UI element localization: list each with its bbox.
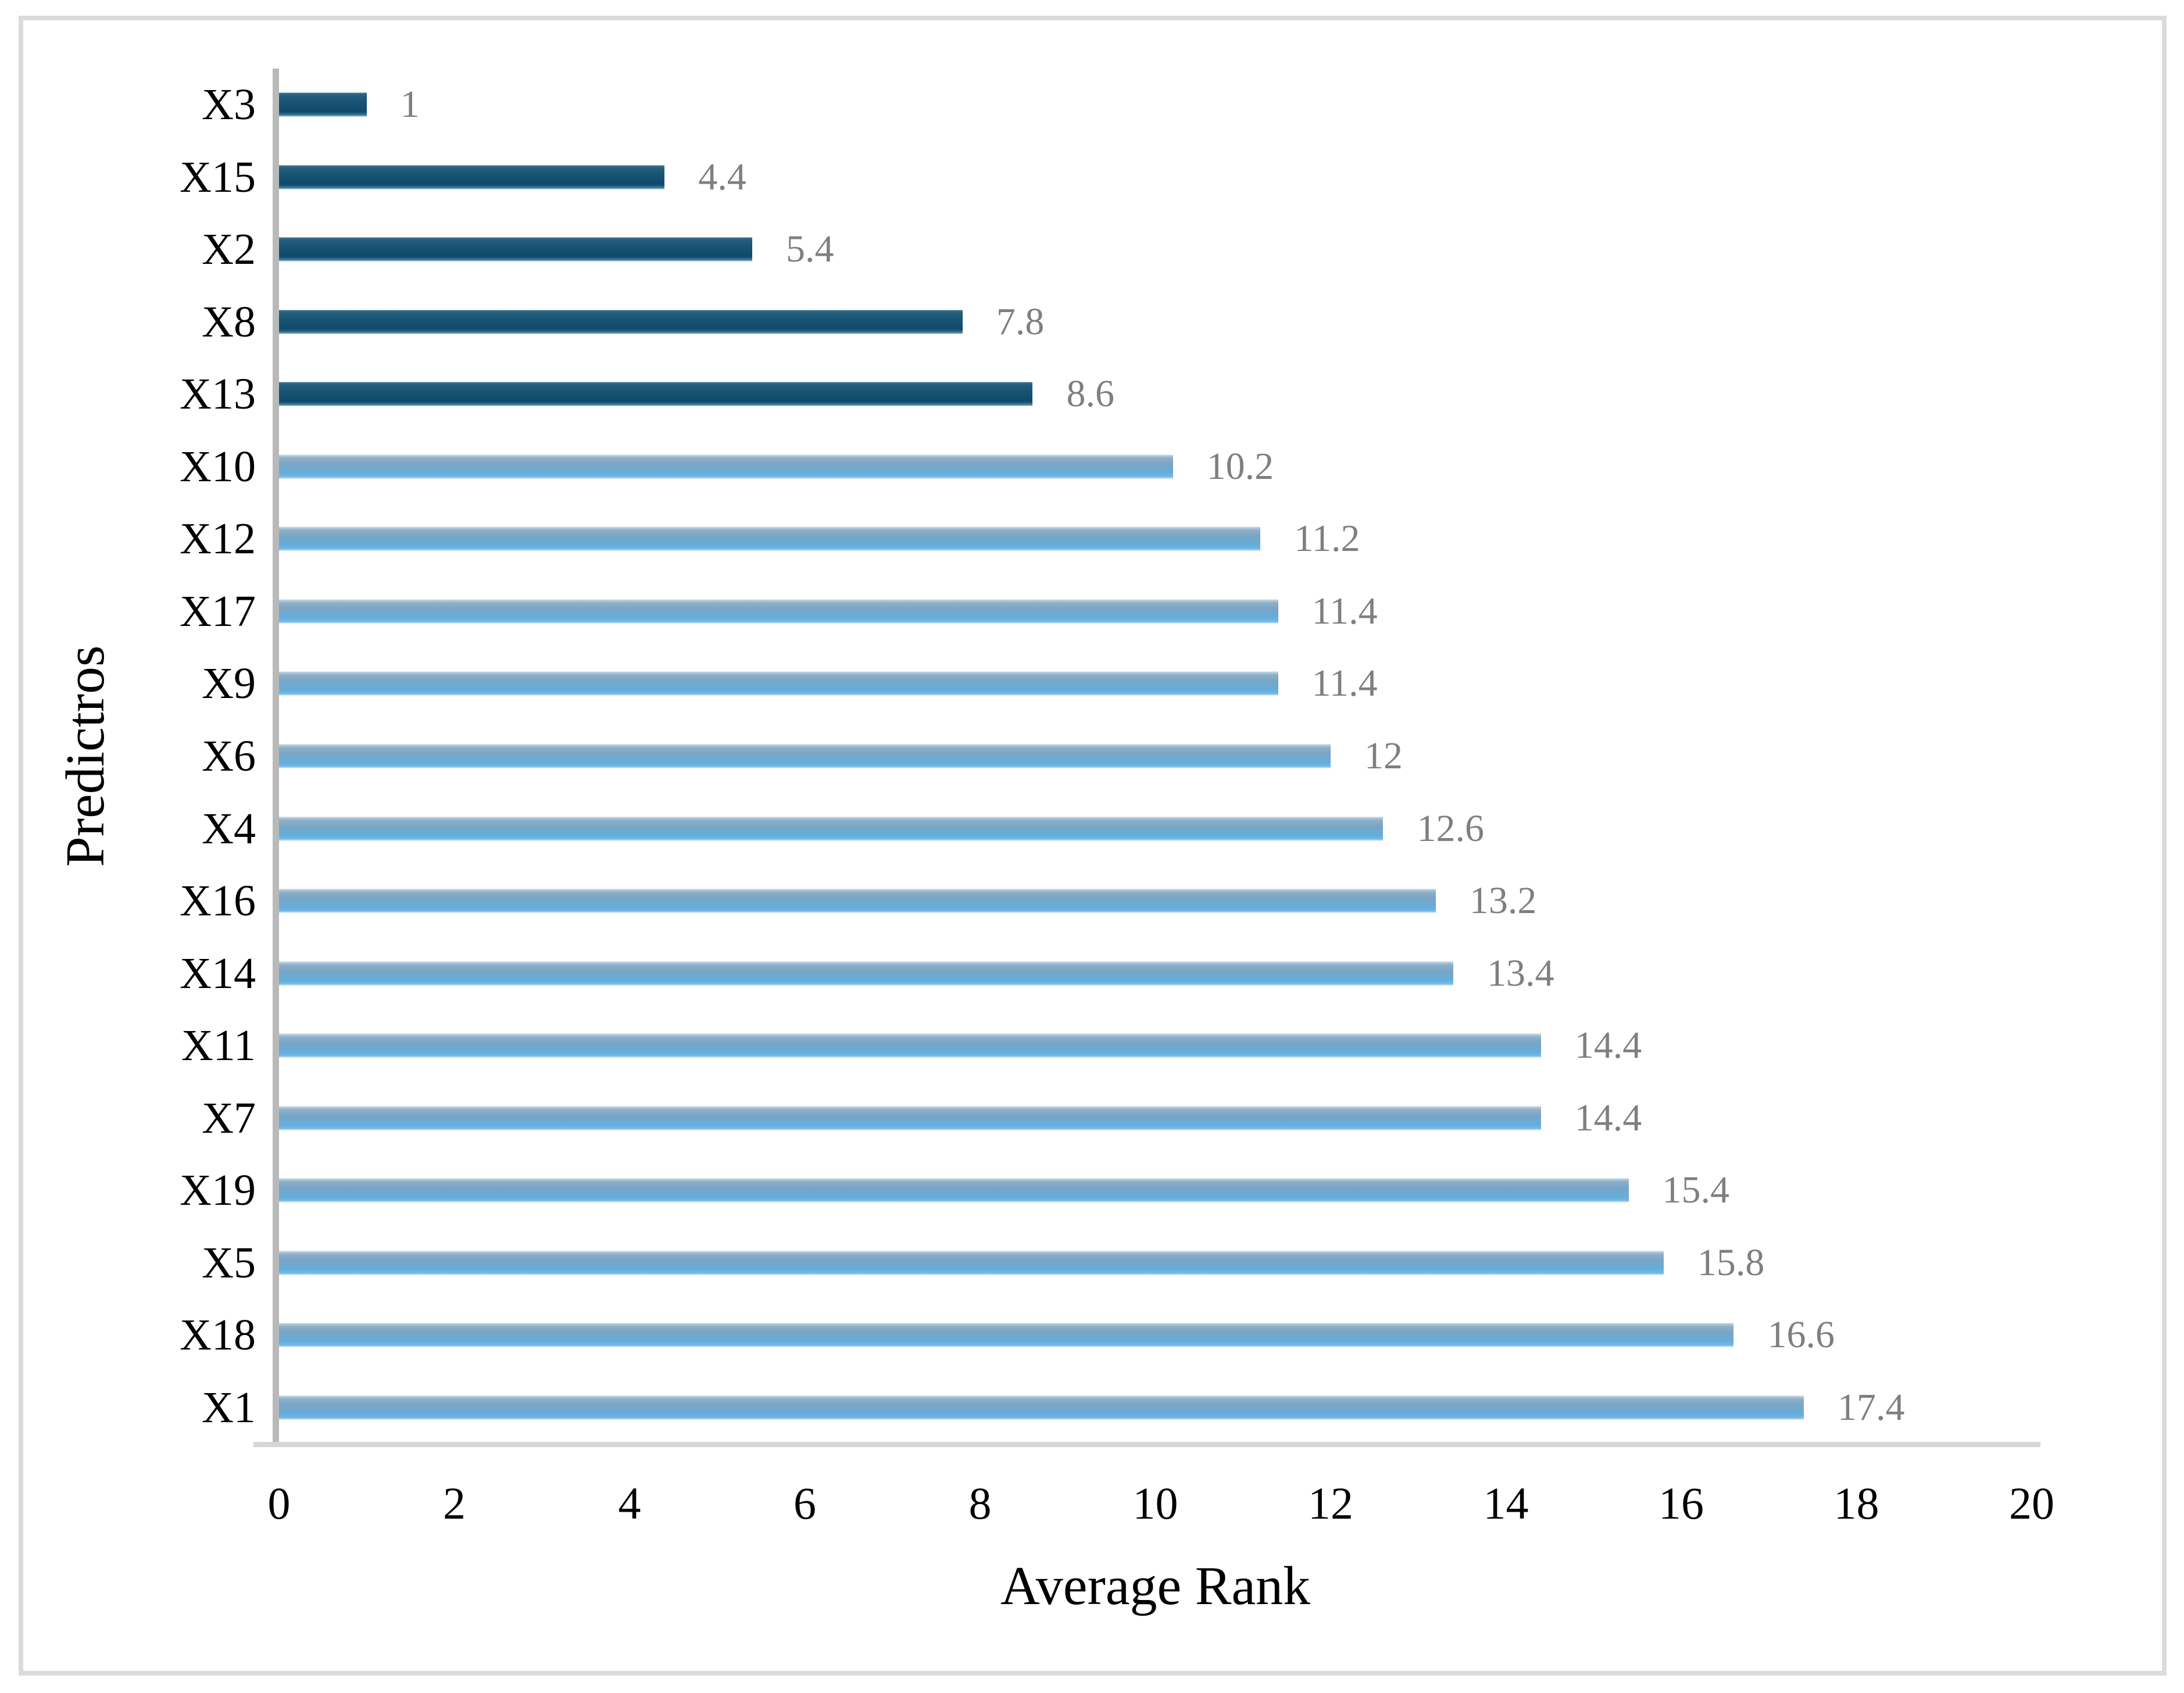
bar	[279, 671, 1278, 696]
figure-border	[19, 16, 2167, 1676]
plot-area: X3 1 X15 4.4 X2 5.4 X8 7.8 X13 8.6 X10 10.2 X12 11.2 X…	[180, 69, 2032, 1444]
x-axis-line	[253, 1442, 2040, 1447]
value-label: 1	[400, 83, 420, 126]
category-label: X10	[180, 442, 256, 491]
category-label: X16	[180, 876, 256, 926]
y-axis-title-text: Predictros	[55, 645, 116, 867]
category-label: X2	[202, 225, 256, 274]
x-tick-labels: 0 2 4 6 8 10 12 14 16 18 20	[268, 1478, 2055, 1539]
value-label: 14.4	[1574, 1024, 1642, 1067]
bar	[279, 961, 1454, 986]
category-label: X5	[202, 1238, 256, 1287]
bar-row: X11 14.4	[181, 1010, 2032, 1082]
value-label: 13.2	[1469, 879, 1537, 922]
x-tick-label: 6	[793, 1478, 816, 1529]
category-label: X6	[202, 731, 256, 781]
x-tick-label: 4	[618, 1478, 641, 1529]
bar	[279, 889, 1436, 913]
bar-row: X19 15.4	[180, 1154, 2032, 1227]
bar-row: X3 1	[202, 69, 2032, 141]
value-label: 11.2	[1294, 517, 1360, 560]
x-tick-label: 12	[1308, 1478, 1353, 1529]
bar-row: X16 13.2	[180, 865, 2032, 937]
category-label: X19	[180, 1166, 256, 1215]
bar-row: X14 13.4	[180, 937, 2032, 1010]
bar	[279, 744, 1331, 768]
bar	[279, 310, 963, 334]
value-label: 13.4	[1487, 951, 1554, 994]
x-tick-label: 2	[443, 1478, 466, 1529]
bar	[279, 1106, 1541, 1130]
category-label: X8	[202, 297, 256, 346]
bar	[279, 382, 1033, 406]
bar-row: X4 12.6	[202, 792, 2032, 865]
bar-row: X13 8.6	[180, 358, 2032, 431]
category-label: X4	[202, 804, 256, 853]
x-axis-title: Average Rank	[1000, 1556, 1311, 1616]
category-label: X13	[180, 370, 256, 419]
bar	[279, 1178, 1629, 1202]
category-label: X12	[180, 514, 256, 564]
bar-row: X15 4.4	[180, 141, 2032, 214]
bar-row: X5 15.8	[202, 1226, 2032, 1299]
x-tick-label: 16	[1658, 1478, 1704, 1529]
category-label: X17	[180, 586, 256, 636]
category-label: X9	[202, 659, 256, 708]
y-axis-line	[273, 69, 279, 1447]
value-label: 15.4	[1662, 1169, 1730, 1212]
value-label: 17.4	[1838, 1386, 1905, 1429]
value-label: 11.4	[1311, 662, 1378, 705]
bar	[279, 1033, 1541, 1058]
bar	[279, 92, 367, 117]
category-label: X7	[202, 1093, 256, 1143]
bar-row: X2 5.4	[202, 213, 2032, 286]
category-label: X1	[202, 1383, 256, 1432]
value-label: 14.4	[1574, 1096, 1642, 1139]
bar	[279, 454, 1173, 479]
value-label: 5.4	[786, 228, 834, 271]
bar-row: X18 16.6	[180, 1299, 2032, 1372]
bar-row: X7 14.4	[202, 1082, 2032, 1154]
x-tick-label: 10	[1132, 1478, 1178, 1529]
category-label: X14	[180, 948, 256, 998]
bar	[279, 817, 1384, 840]
value-label: 4.4	[698, 155, 746, 198]
x-tick-label: 20	[2009, 1478, 2054, 1529]
bar	[279, 599, 1278, 624]
x-tick-label: 18	[1833, 1478, 1879, 1529]
x-tick-label: 14	[1483, 1478, 1529, 1529]
value-label: 8.6	[1066, 373, 1114, 416]
bar-row: X8 7.8	[202, 286, 2032, 359]
category-label: X18	[180, 1311, 256, 1360]
bar-row: X1 17.4	[202, 1371, 2032, 1444]
bar-row: X12 11.2	[180, 503, 2032, 575]
bar-row: X9 11.4	[202, 647, 2032, 720]
bar	[279, 237, 753, 262]
category-label: X15	[180, 152, 256, 202]
bar	[279, 165, 665, 189]
bar	[279, 527, 1261, 551]
value-label: 10.2	[1206, 445, 1274, 488]
value-label: 11.4	[1311, 589, 1378, 632]
value-label: 12	[1364, 734, 1403, 777]
bar	[279, 1323, 1734, 1347]
bar	[279, 1395, 1804, 1420]
bar	[279, 1251, 1664, 1275]
value-label: 12.6	[1417, 807, 1484, 850]
category-label: X11	[181, 1021, 256, 1071]
bar-row: X6 12	[202, 720, 2032, 793]
bar-row: X17 11.4	[180, 575, 2032, 648]
bar-row: X10 10.2	[180, 431, 2032, 503]
category-label: X3	[202, 80, 256, 130]
x-tick-label: 0	[267, 1478, 291, 1529]
value-label: 16.6	[1767, 1313, 1835, 1356]
x-tick-label: 8	[968, 1478, 992, 1529]
value-label: 7.8	[996, 300, 1045, 343]
value-label: 15.8	[1697, 1241, 1765, 1284]
